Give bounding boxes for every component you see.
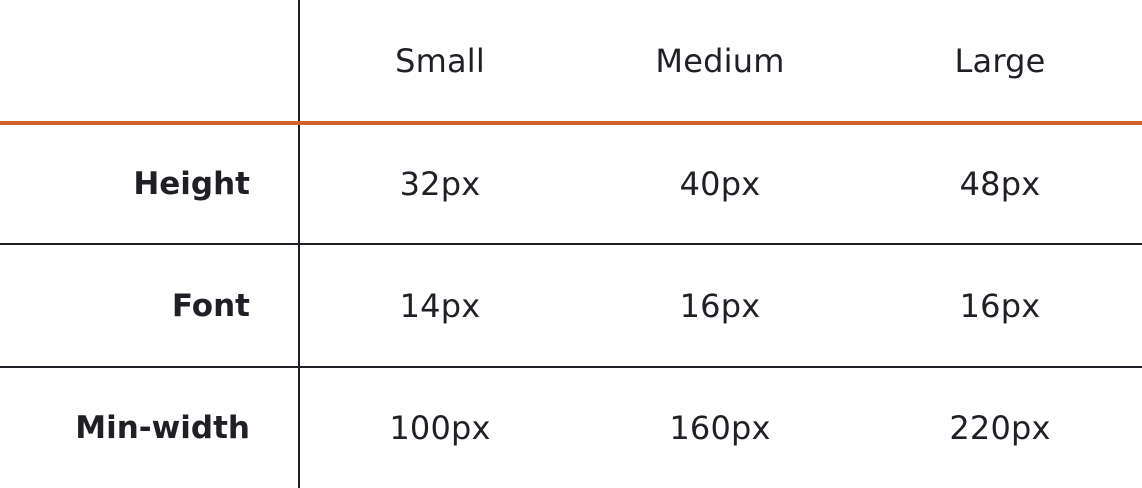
cell-min-width-small: 100px [389,409,491,447]
header-row: Small Medium Large [0,0,1142,122]
row-divider [0,243,1142,245]
table-row-font: Font 14px 16px 16px [0,245,1142,366]
cell-height-small: 32px [399,165,481,203]
cell-height-large: 48px [959,165,1041,203]
column-header-medium: Medium [655,42,785,80]
header-divider [0,121,1142,125]
row-header-font: Font [171,287,250,324]
table-row-height: Height 32px 40px 48px [0,125,1142,243]
cell-font-medium: 16px [679,286,761,325]
cell-height-medium: 40px [679,165,761,203]
column-header-large: Large [954,42,1046,80]
cell-min-width-large: 220px [949,409,1051,447]
table-row-min-width: Min-width 100px 160px 220px [0,368,1142,488]
cell-font-large: 16px [959,286,1041,325]
cell-min-width-medium: 160px [669,409,771,447]
row-header-min-width: Min-width [75,410,250,446]
cell-font-small: 14px [399,286,481,325]
row-header-height: Height [133,166,250,202]
column-header-small: Small [395,42,485,80]
row-divider [0,366,1142,368]
